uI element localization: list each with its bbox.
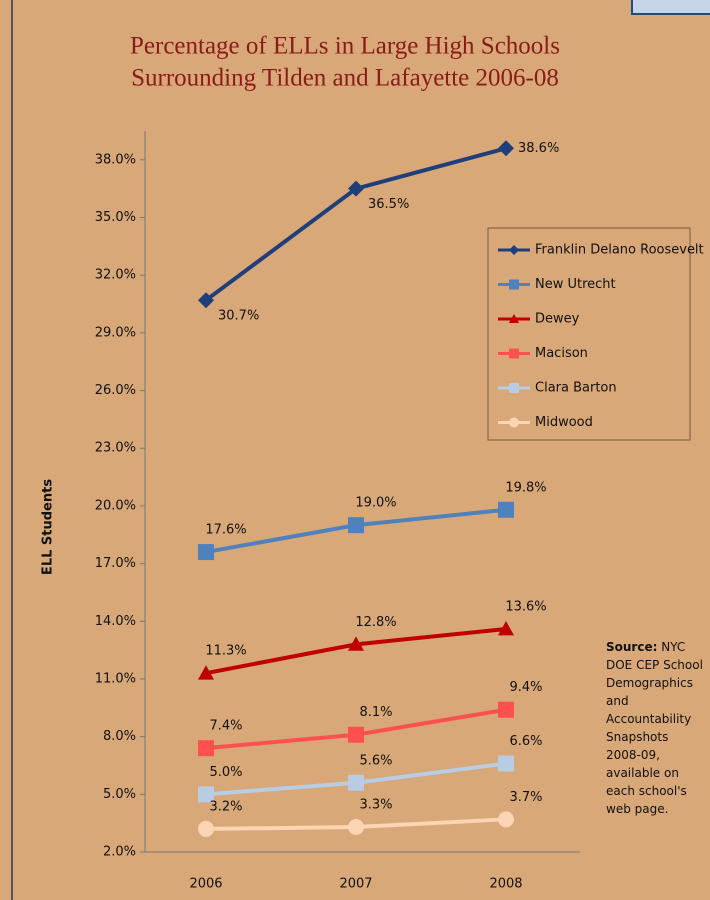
data-label: 5.6%: [359, 753, 392, 768]
data-label: 3.7%: [509, 790, 542, 805]
data-point: [348, 726, 364, 743]
y-tick-label: 29.0%: [95, 325, 136, 340]
y-tick-label: 8.0%: [103, 729, 136, 744]
data-point: [198, 786, 214, 803]
chart-title: Percentage of ELLs in Large High Schools: [130, 33, 560, 60]
y-tick-label: 32.0%: [95, 268, 136, 283]
legend-marker: [509, 279, 519, 290]
data-point: [348, 180, 364, 197]
x-tick-label: 2007: [339, 877, 372, 892]
data-point: [198, 544, 214, 561]
data-label: 17.6%: [205, 523, 246, 538]
legend-marker: [509, 383, 519, 393]
data-label: 11.3%: [205, 644, 246, 659]
y-tick-label: 14.0%: [95, 614, 136, 629]
y-tick-label: 23.0%: [95, 441, 136, 456]
data-point: [198, 740, 214, 757]
legend-label: New Utrecht: [535, 277, 616, 292]
data-label: 3.2%: [209, 799, 242, 814]
data-label: 38.6%: [518, 141, 559, 156]
corner-box: [631, 0, 710, 15]
data-point: [348, 774, 364, 791]
y-tick-label: 17.0%: [95, 556, 136, 571]
data-point: [348, 819, 364, 836]
chart-title: Surrounding Tilden and Lafayette 2006-08: [131, 65, 559, 92]
data-point: [498, 701, 514, 718]
data-point: [498, 501, 514, 518]
data-label: 19.8%: [505, 480, 546, 495]
y-axis-label: ELL Students: [41, 479, 56, 575]
source-note: Source: NYC DOE CEP School Demographics …: [606, 638, 706, 818]
data-point: [498, 755, 514, 772]
data-label: 9.4%: [509, 680, 542, 695]
legend-label: Franklin Delano Roosevelt: [535, 243, 704, 258]
data-label: 7.4%: [209, 719, 242, 734]
legend-label: Clara Barton: [535, 381, 617, 396]
data-point: [498, 811, 514, 828]
y-tick-label: 2.0%: [103, 845, 136, 860]
y-tick-label: 11.0%: [95, 671, 136, 686]
data-label: 30.7%: [218, 309, 259, 324]
data-point: [498, 620, 514, 636]
legend-marker: [509, 245, 519, 255]
data-label: 5.0%: [209, 765, 242, 780]
y-tick-label: 5.0%: [103, 787, 136, 802]
data-label: 6.6%: [509, 734, 542, 749]
legend-label: Midwood: [535, 415, 593, 430]
legend-label: Macison: [535, 346, 588, 361]
source-text: NYC DOE CEP School Demographics and Acco…: [606, 640, 703, 816]
data-point: [198, 292, 214, 309]
x-tick-label: 2008: [489, 877, 522, 892]
legend-marker: [509, 417, 519, 428]
legend-marker: [509, 348, 519, 359]
data-label: 8.1%: [359, 705, 392, 720]
y-tick-label: 26.0%: [95, 383, 136, 398]
x-tick-label: 2006: [189, 877, 222, 892]
legend-label: Dewey: [535, 312, 580, 327]
data-point: [348, 517, 364, 534]
source-label: Source:: [606, 640, 658, 654]
legend-marker: [509, 314, 519, 323]
data-point: [198, 665, 214, 680]
data-label: 3.3%: [359, 798, 392, 813]
legend: [487, 227, 691, 441]
y-tick-label: 35.0%: [95, 210, 136, 225]
data-label: 13.6%: [505, 599, 546, 614]
data-point: [348, 636, 364, 651]
data-label: 19.0%: [355, 496, 396, 511]
y-tick-label: 38.0%: [95, 152, 136, 167]
data-label: 36.5%: [368, 197, 409, 212]
data-point: [198, 820, 214, 837]
data-point: [498, 140, 514, 157]
data-label: 12.8%: [355, 615, 396, 630]
y-tick-label: 20.0%: [95, 498, 136, 513]
